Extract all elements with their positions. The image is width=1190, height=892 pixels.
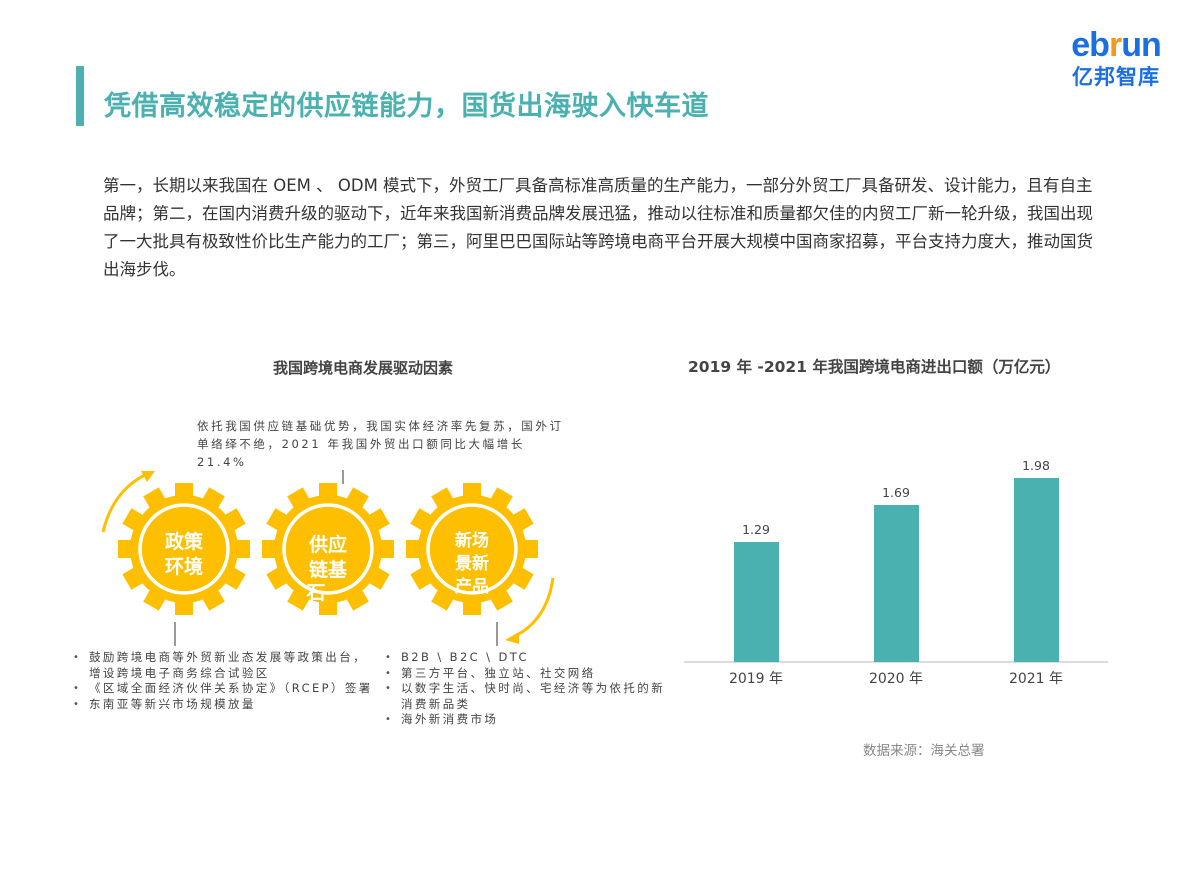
gear-label: 产品	[455, 576, 489, 597]
list-item: B2B \ B2C \ DTC	[385, 650, 675, 666]
supply-chain-note: 依托我国供应链基础优势，我国实体经济率先复苏，国外订单络绎不绝，2021 年我国…	[197, 419, 564, 469]
gear-label: 景新	[455, 553, 489, 574]
gear-supply-chain: 供应 链基 石	[260, 481, 396, 617]
intro-paragraph: 第一，长期以来我国在 OEM 、 ODM 模式下，外贸工厂具备高标准高质量的生产…	[103, 176, 1093, 279]
data-source: 数据来源：海关总署	[863, 743, 985, 759]
logo-cn-name: 亿邦智库	[1072, 65, 1160, 89]
bar-value-label: 1.69	[882, 485, 910, 500]
diagram-title: 我国跨境电商发展驱动因素	[272, 359, 453, 377]
logo-wordmark-part: un	[1121, 26, 1162, 64]
gear-label: 新场	[455, 530, 489, 551]
logo-wordmark-part: eb	[1071, 26, 1110, 64]
x-axis-line	[684, 661, 1108, 663]
gear-label: 石	[305, 582, 325, 604]
page-title: 凭借高效稳定的供应链能力，国货出海驶入快车道	[104, 91, 709, 122]
bar-chart: 1.29 2019 年 1.69 2020 年 1.98 2021 年	[684, 440, 1108, 700]
x-axis-label: 2020 年	[868, 671, 924, 687]
chart-title: 2019 年 -2021 年我国跨境电商进出口额（万亿元）	[688, 358, 1061, 376]
list-item: 第三方平台、独立站、社交网络	[385, 666, 675, 682]
logo-wordmark-accent: r	[1108, 26, 1122, 64]
logo-wordmark: ebrun	[1048, 26, 1184, 64]
bar	[1014, 478, 1059, 662]
new-scenes-bullet-list: B2B \ B2C \ DTC 第三方平台、独立站、社交网络 以数字生活、快时尚…	[385, 650, 675, 728]
gear-label: 政策	[165, 530, 204, 553]
gear-new-scenes: 新场 景新 产品	[404, 481, 540, 617]
policy-bullet-list: 鼓励跨境电商等外贸新业态发展等政策出台，增设跨境电子商务综合试验区 《区域全面经…	[73, 650, 373, 712]
bar	[734, 542, 779, 662]
gear-label: 环境	[165, 555, 203, 578]
bar	[874, 505, 919, 662]
x-axis-label: 2021 年	[1008, 671, 1064, 687]
rotate-arrow-icon	[101, 471, 155, 533]
ebrun-logo: ebrun 亿邦智库	[1048, 26, 1184, 110]
bar-value-label: 1.98	[1022, 458, 1050, 473]
x-axis-label: 2019 年	[728, 671, 784, 687]
list-item: 《区域全面经济伙伴关系协定》（RCEP）签署	[73, 681, 373, 697]
title-accent-bar	[76, 66, 84, 126]
list-item: 东南亚等新兴市场规模放量	[73, 697, 373, 713]
gear-diagram: 政策 环境 供应 链基 石 新场 景新 产品	[101, 470, 555, 646]
gear-label: 供应	[308, 533, 347, 556]
list-item: 鼓励跨境电商等外贸新业态发展等政策出台，增设跨境电子商务综合试验区	[73, 650, 373, 681]
gear-policy: 政策 环境	[116, 481, 252, 617]
rotate-arrow-icon	[505, 577, 555, 644]
list-item: 以数字生活、快时尚、宅经济等为依托的新消费新品类	[385, 681, 675, 712]
list-item: 海外新消费市场	[385, 712, 675, 728]
gear-label: 链基	[309, 558, 348, 581]
bar-value-label: 1.29	[742, 522, 770, 537]
